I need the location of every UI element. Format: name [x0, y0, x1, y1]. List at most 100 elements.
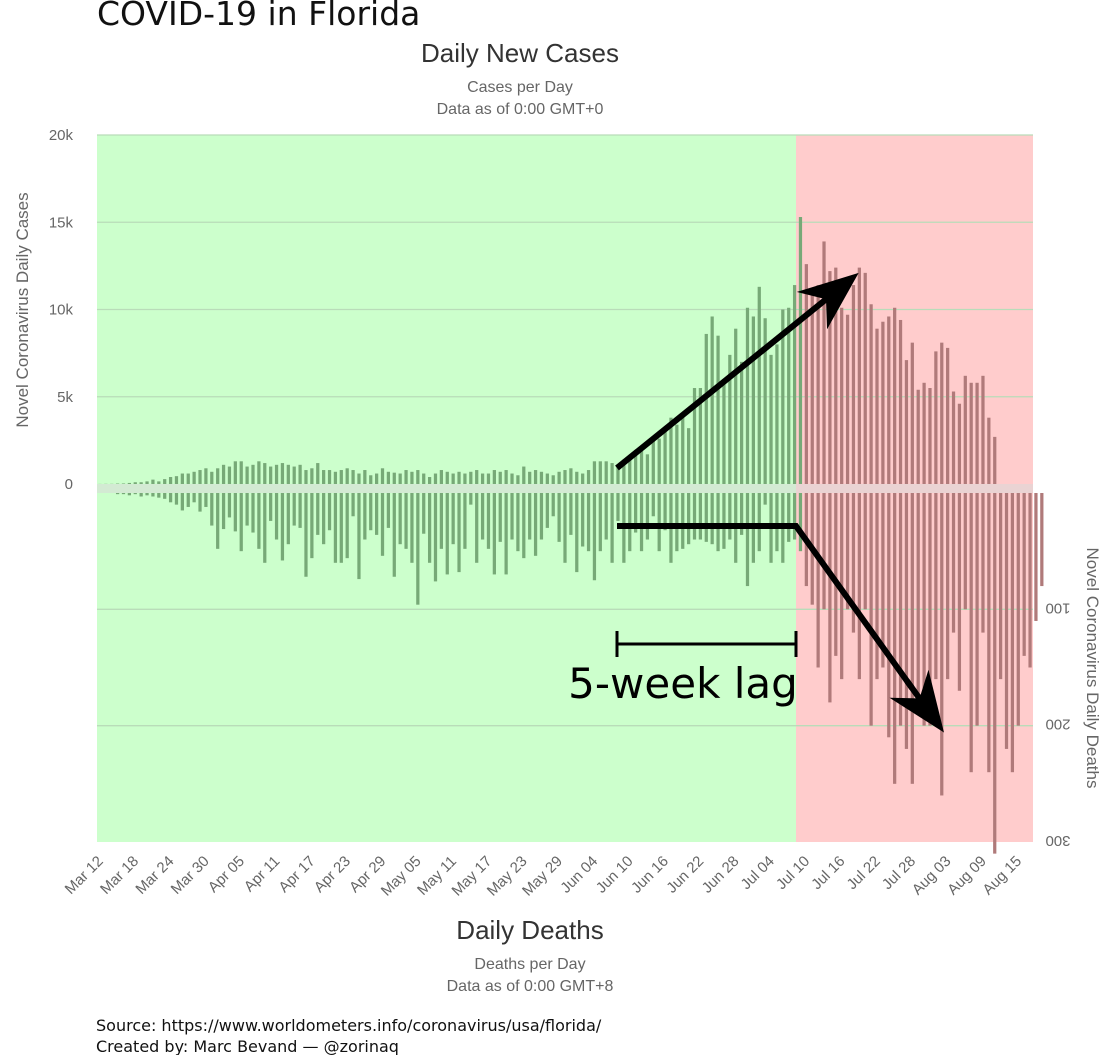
cases-bar [221, 464, 226, 484]
cases-bar [180, 473, 184, 484]
deaths-bar [1022, 493, 1026, 656]
deaths-bar [1016, 493, 1020, 726]
cases-bar [369, 475, 373, 484]
cases-bar [575, 471, 579, 484]
x-tick-label: Apr 23 [311, 853, 354, 896]
cases-bar [898, 319, 903, 484]
cases-bar [186, 473, 190, 484]
cases-bar [946, 347, 950, 484]
cases-bar [269, 466, 273, 484]
deaths-bar [551, 493, 555, 517]
deaths-bar [121, 493, 126, 495]
cases-bar [298, 464, 302, 484]
deaths-bar [881, 493, 885, 668]
deaths-bar [416, 493, 420, 605]
deaths-bar [427, 493, 432, 563]
deaths-bar [798, 493, 803, 552]
deaths-trend-arrow [889, 669, 945, 733]
deaths-bar [221, 493, 226, 530]
cases-bar [551, 475, 555, 484]
cases-bar [310, 468, 314, 484]
cases-bar [198, 470, 202, 484]
cases-bar [469, 471, 473, 484]
cases-bar [957, 403, 962, 484]
deaths-bar [380, 493, 385, 556]
deaths-bar [922, 493, 926, 726]
cases-bar [757, 286, 761, 484]
deaths-bar [575, 493, 579, 573]
x-tick-label: Mar 18 [97, 853, 142, 898]
cases-bar [869, 304, 873, 484]
cases-bar [975, 382, 979, 484]
deaths-bar [457, 493, 461, 573]
cases-bar [734, 328, 738, 484]
deaths-bar [1040, 493, 1044, 587]
deaths-bar [327, 493, 332, 531]
cases-bar [581, 473, 585, 484]
cases-bar [557, 471, 561, 484]
right-axis-ticks: 100 200 300 [1045, 599, 1070, 849]
deaths-bar [145, 493, 149, 496]
deaths-bar [369, 493, 373, 531]
deaths-bar [1004, 493, 1009, 749]
cases-bar [622, 459, 626, 484]
cases-bar [940, 342, 944, 484]
deaths-bar [663, 493, 667, 531]
deaths-bar [822, 493, 826, 610]
deaths-bar [316, 493, 320, 535]
deaths-bar [1028, 493, 1032, 668]
cases-bars [98, 217, 997, 484]
cases-bar [669, 417, 673, 484]
cases-bar [422, 473, 426, 484]
main-title: COVID-19 in Florida [97, 0, 420, 33]
cases-bar [280, 463, 285, 484]
deaths-bar [186, 493, 190, 507]
deaths-bar [469, 493, 473, 505]
deaths-bar [492, 493, 496, 575]
x-tick-label: Mar 30 [168, 853, 213, 898]
deaths-trend-path [617, 523, 915, 690]
cases-bar [174, 476, 179, 484]
cases-bar [439, 470, 443, 484]
cases-bar [463, 473, 467, 484]
cases-bar [816, 285, 820, 484]
deaths-bar [722, 493, 726, 549]
cases-bar [863, 272, 867, 484]
deaths-bar [216, 493, 220, 549]
cases-bar [704, 333, 708, 484]
cases-bar [781, 309, 785, 484]
deaths-bar [392, 493, 396, 577]
cases-bar [651, 436, 655, 484]
cases-bar [475, 470, 479, 484]
cases-bar [604, 461, 608, 484]
cases-bar [739, 361, 744, 484]
cases-bar [728, 354, 732, 484]
deaths-bar [792, 493, 797, 540]
deaths-bar [592, 493, 597, 581]
deaths-bar [198, 493, 202, 512]
deaths-bar [345, 493, 349, 559]
deaths-bar [616, 493, 620, 521]
deaths-bar [286, 493, 290, 545]
x-tick-label: Jun 16 [628, 853, 672, 897]
cases-bar [351, 470, 355, 484]
deaths-bar [539, 493, 544, 540]
deaths-bar [692, 493, 697, 540]
x-tick-label: Mar 24 [132, 853, 177, 898]
deaths-bar [975, 493, 979, 726]
cases-bar [628, 459, 632, 484]
cases-bar [563, 470, 567, 484]
cases-bar [274, 464, 279, 484]
left-tick-label: 5k [57, 389, 73, 406]
cases-bar [745, 307, 750, 484]
deaths-bar [634, 493, 638, 533]
deaths-bar [463, 493, 467, 549]
deaths-bar [946, 493, 950, 680]
cases-bar [233, 461, 237, 484]
cases-bar [634, 450, 638, 484]
deaths-bar [280, 493, 285, 561]
right-tick-label: 200 [1045, 716, 1070, 733]
cases-bar [887, 316, 891, 484]
x-tick-label: Mar 12 [62, 853, 107, 898]
cases-bar [822, 241, 826, 484]
